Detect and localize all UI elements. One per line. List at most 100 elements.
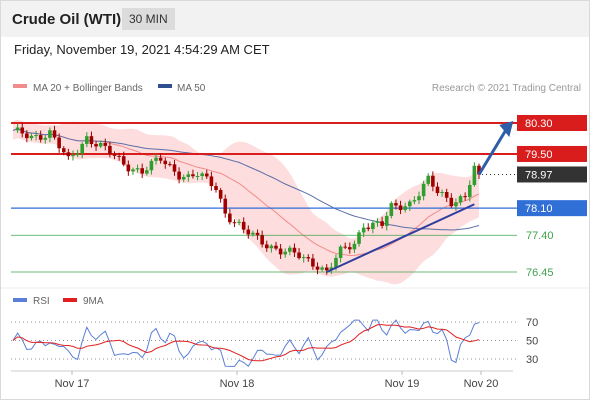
candle-body xyxy=(186,174,191,177)
candle-body xyxy=(352,243,357,250)
candle-body xyxy=(131,169,135,172)
candle-body xyxy=(172,164,177,172)
rsi-ma-legend-label: 9MA xyxy=(83,296,104,307)
candle-body xyxy=(398,205,403,211)
candle-body xyxy=(320,267,324,270)
candle-body xyxy=(361,227,366,233)
candle-body xyxy=(43,137,48,140)
candle-body xyxy=(426,175,431,184)
source-credit: Research © 2021 Trading Central xyxy=(432,83,581,94)
candle-body xyxy=(168,164,172,166)
trend-overlays xyxy=(326,121,514,273)
candle-body xyxy=(407,201,412,207)
candle-body xyxy=(108,145,112,154)
candle-body xyxy=(29,135,34,139)
ma20-legend-swatch xyxy=(13,84,27,88)
candle-body xyxy=(417,196,421,201)
candle-body xyxy=(121,156,126,165)
candle-body xyxy=(241,221,246,230)
ma50-legend-swatch xyxy=(158,84,172,88)
candle-body xyxy=(283,251,288,255)
candle-body xyxy=(140,168,144,174)
candle-body xyxy=(181,176,186,180)
candle-body xyxy=(288,247,292,252)
level-lines: 80.30 79.50 78.97 78.10 77.40 76.45 xyxy=(11,115,587,279)
candle-body xyxy=(71,155,75,157)
candle-body xyxy=(15,127,20,131)
candle-body xyxy=(246,229,251,235)
candle-body xyxy=(394,203,398,206)
candle-body xyxy=(449,197,454,207)
x-axis: Nov 17 Nov 18 Nov 19 Nov 20 xyxy=(55,371,499,390)
candle-body xyxy=(324,267,329,271)
candles xyxy=(15,122,481,275)
candle-body xyxy=(260,235,264,245)
candle-body xyxy=(34,135,38,137)
candle-body xyxy=(237,221,241,223)
candle-body xyxy=(38,135,43,140)
uptrend-line xyxy=(326,203,475,273)
candle-body xyxy=(274,245,278,249)
bollinger-band-fill xyxy=(13,119,479,285)
candle-body xyxy=(191,174,195,177)
x-axis-label: Nov 19 xyxy=(385,378,420,390)
resistance-label: 80.30 xyxy=(525,118,553,130)
candle-body xyxy=(269,245,274,249)
candle-body xyxy=(440,192,444,194)
rsi-legend-label: RSI xyxy=(33,296,50,307)
candle-body xyxy=(126,164,131,172)
candle-body xyxy=(343,246,347,248)
candle-body xyxy=(85,136,89,144)
candle-body xyxy=(315,266,320,270)
candle-body xyxy=(149,160,154,171)
candle-body xyxy=(48,130,52,138)
candle-body xyxy=(380,221,384,226)
candle-body xyxy=(412,200,417,202)
candle-body xyxy=(200,173,204,177)
candle-body xyxy=(158,157,163,161)
candle-body xyxy=(98,142,103,147)
candle-body xyxy=(384,215,389,226)
pivot-tag xyxy=(517,200,587,217)
candle-body xyxy=(117,155,121,157)
candle-body xyxy=(89,136,94,145)
candle-body xyxy=(306,257,311,259)
projection-arrow-head xyxy=(499,121,514,137)
candle-body xyxy=(278,248,283,255)
candle-body xyxy=(463,196,467,198)
candle-body xyxy=(255,232,260,236)
candle-body xyxy=(232,222,237,224)
timestamp: Friday, November 19, 2021 4:54:29 AM CET xyxy=(14,42,270,57)
candle-body xyxy=(334,257,338,268)
candle-body xyxy=(338,246,343,258)
rsi-ma-line xyxy=(12,324,480,362)
candle-body xyxy=(66,152,71,157)
candle-body xyxy=(223,198,228,214)
candle-body xyxy=(94,144,98,147)
projection-arrow-shaft xyxy=(477,130,507,176)
candle-body xyxy=(458,196,463,203)
candle-body xyxy=(472,165,477,185)
candle-body xyxy=(389,203,394,216)
candle-body xyxy=(75,153,80,156)
candle-body xyxy=(357,232,361,244)
candle-body xyxy=(214,186,218,190)
last-price-tag xyxy=(517,166,587,183)
candle-body xyxy=(467,184,472,198)
candle-body xyxy=(366,227,371,229)
candle-body xyxy=(435,186,440,194)
x-axis-label: Nov 20 xyxy=(464,378,499,390)
x-axis-label: Nov 17 xyxy=(55,378,90,390)
candle-body xyxy=(228,213,232,223)
timeframe-badge[interactable]: 30 MIN xyxy=(122,8,175,30)
rsi-ma-legend-swatch xyxy=(63,298,77,302)
rsi-level-label: 50 xyxy=(526,336,538,348)
candle-body xyxy=(375,221,380,223)
rsi-level-label: 30 xyxy=(526,354,538,366)
candle-body xyxy=(297,252,301,259)
candle-body xyxy=(477,165,481,175)
candle-body xyxy=(57,137,61,149)
support-label: 77.40 xyxy=(526,230,554,242)
